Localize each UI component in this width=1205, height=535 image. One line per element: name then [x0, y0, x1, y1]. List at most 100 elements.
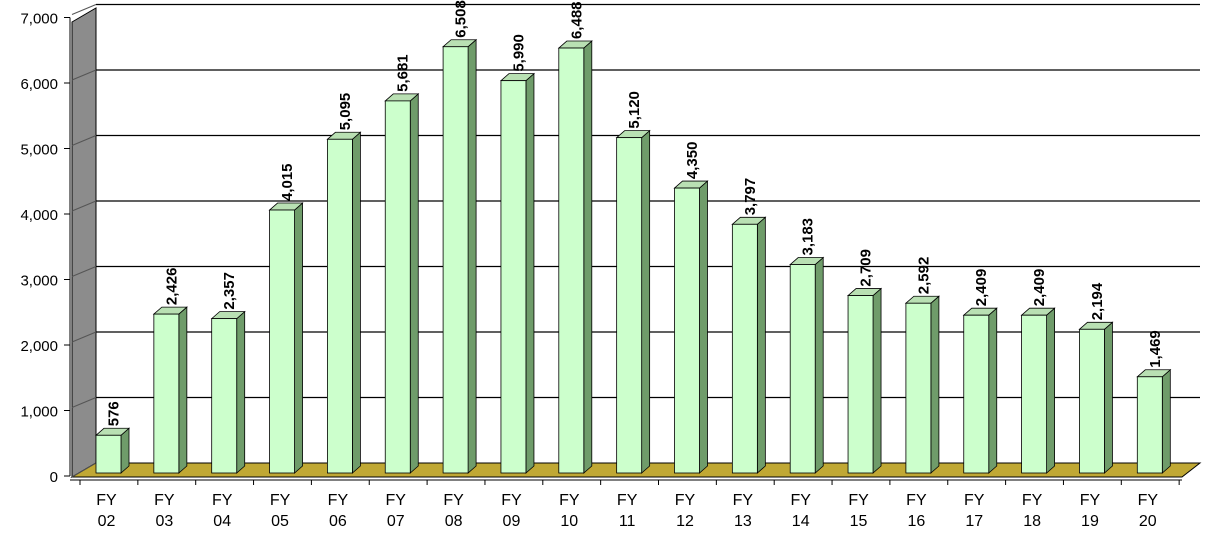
x-tick-label: FY — [154, 492, 175, 509]
bar-front — [731, 223, 758, 474]
side-gridline — [71, 200, 97, 212]
data-label: 2,709 — [858, 249, 875, 287]
x-tick-label: 06 — [329, 513, 347, 530]
bar-front — [963, 314, 990, 474]
y-tick-label: 0 — [50, 469, 58, 486]
bar — [846, 287, 883, 474]
y-tick-label: 1,000 — [20, 404, 58, 421]
y-tick-label: 5,000 — [20, 142, 58, 159]
data-label: 2,592 — [915, 257, 932, 295]
x-tick-label: 12 — [676, 513, 694, 530]
bar — [1020, 307, 1056, 474]
x-tick-label: FY — [443, 492, 464, 509]
bar-front — [1136, 376, 1163, 474]
bar — [962, 307, 998, 474]
data-label: 2,409 — [1031, 269, 1048, 307]
x-tick-label: FY — [617, 492, 638, 509]
bar-front — [500, 80, 527, 474]
bar-front — [558, 47, 585, 474]
bar-side — [583, 40, 593, 474]
x-tick-label: 16 — [908, 513, 926, 530]
data-label: 3,797 — [742, 178, 759, 216]
bar-side — [120, 427, 130, 474]
x-tick-label: FY — [559, 492, 580, 509]
x-tick-label: 05 — [271, 513, 289, 530]
x-tick-label: 15 — [850, 513, 868, 530]
bar-front — [905, 302, 932, 474]
bar-side — [756, 216, 766, 474]
x-tick-label: 07 — [387, 513, 405, 530]
bar-side — [930, 295, 940, 474]
bar — [210, 310, 246, 474]
x-tick-label: FY — [1138, 492, 1159, 509]
bar-front — [95, 434, 122, 474]
x-tick-label: FY — [501, 492, 522, 509]
bar — [268, 202, 304, 474]
y-tick-label: 3,000 — [20, 273, 58, 290]
bar-side — [814, 256, 824, 474]
bar-side — [525, 72, 535, 474]
bar-side — [1104, 321, 1113, 474]
bar — [615, 129, 651, 474]
x-tick-label: FY — [1022, 492, 1043, 509]
bar-side — [1046, 307, 1055, 474]
x-tick-label: FY — [964, 492, 985, 509]
x-tick-label: 13 — [734, 513, 752, 530]
bar-side — [351, 131, 361, 474]
bar-side — [699, 180, 708, 474]
x-tick-label: 10 — [560, 513, 578, 530]
bar-front — [847, 295, 874, 474]
x-tick-label: FY — [733, 492, 754, 509]
data-label: 2,426 — [163, 268, 180, 306]
y-tick-label: 4,000 — [20, 207, 58, 224]
x-tick-label: 02 — [98, 513, 116, 530]
data-label: 4,350 — [684, 142, 701, 180]
bar — [1078, 321, 1114, 474]
side-gridline — [71, 266, 97, 277]
bar-front — [616, 137, 643, 474]
x-tick-label: 11 — [619, 513, 636, 530]
data-label: 6,488 — [568, 1, 585, 39]
bar — [904, 295, 940, 474]
data-label: 576 — [106, 401, 123, 426]
x-tick-label: 04 — [213, 513, 231, 530]
x-tick-label: FY — [675, 492, 696, 509]
x-tick-label: FY — [270, 492, 291, 509]
bar-front — [442, 46, 469, 474]
x-tick-label: FY — [96, 492, 117, 509]
data-label: 3,183 — [800, 218, 817, 256]
x-tick-label: 03 — [155, 513, 173, 530]
bar — [94, 427, 131, 474]
bar-side — [236, 310, 246, 474]
data-label: 2,194 — [1089, 282, 1106, 320]
bar-side — [1161, 368, 1171, 474]
side-gridline — [71, 4, 97, 15]
side-gridline — [71, 69, 97, 81]
bar-front — [384, 100, 411, 474]
bar — [1136, 368, 1172, 474]
x-tick-label: 09 — [503, 513, 521, 530]
bar-side — [988, 307, 998, 474]
data-label: 2,409 — [973, 269, 990, 307]
bar-side — [467, 38, 477, 474]
bar-front — [153, 313, 180, 474]
data-label: 5,095 — [337, 93, 354, 131]
y-axis: 0 1,000 2,000 3,000 4,000 5,000 6,000 7,000 — [20, 11, 71, 486]
bar-side — [409, 93, 419, 474]
side-gridline — [71, 331, 97, 343]
x-tick-label: FY — [848, 492, 869, 509]
y-tick-label: 7,000 — [20, 11, 58, 28]
x-tick-label: 08 — [445, 513, 463, 530]
bar-front — [269, 209, 295, 474]
y-tick-label: 2,000 — [20, 338, 58, 355]
data-label: 2,357 — [221, 272, 238, 310]
x-tick-label: 19 — [1081, 513, 1099, 530]
bar-front — [1079, 328, 1105, 474]
y-tick-label: 6,000 — [20, 76, 58, 93]
bar-front — [789, 264, 816, 474]
bar — [673, 180, 709, 474]
bar — [557, 40, 593, 474]
data-label: 5,681 — [395, 54, 412, 92]
x-tick-label: 17 — [965, 513, 983, 530]
x-tick-label: FY — [328, 492, 349, 509]
